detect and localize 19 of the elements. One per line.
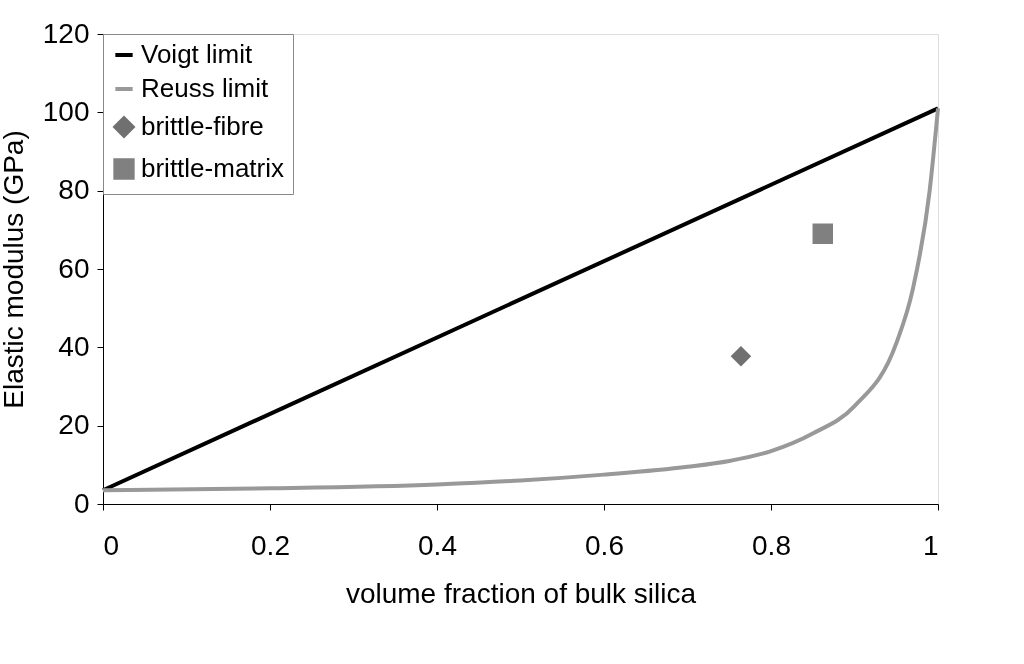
x-tick-label: 0.6 (585, 529, 624, 561)
y-tick-label: 80 (58, 174, 90, 206)
y-tick-label: 120 (42, 17, 90, 49)
y-tick-label: 20 (58, 409, 90, 441)
legend-label: brittle-matrix (141, 153, 285, 183)
y-tick-label: 60 (58, 252, 90, 284)
y-tick-label: 0 (73, 487, 90, 519)
y-tick-label: 100 (42, 95, 90, 127)
legend-label: brittle-fibre (141, 111, 264, 141)
x-axis-title: volume fraction of bulk silica (345, 577, 697, 609)
x-tick-label: 0 (103, 529, 120, 561)
x-tick-label: 0.2 (251, 529, 290, 561)
legend-label: Voigt limit (141, 39, 254, 69)
x-tick-label: 0.4 (418, 529, 457, 561)
x-tick-label: 0.8 (752, 529, 791, 561)
y-axis-title: Elastic modulus (GPa) (0, 130, 29, 409)
legend-label: Reuss limit (141, 73, 269, 103)
x-tick-label: 1 (922, 529, 939, 561)
y-tick-label: 40 (58, 330, 90, 362)
